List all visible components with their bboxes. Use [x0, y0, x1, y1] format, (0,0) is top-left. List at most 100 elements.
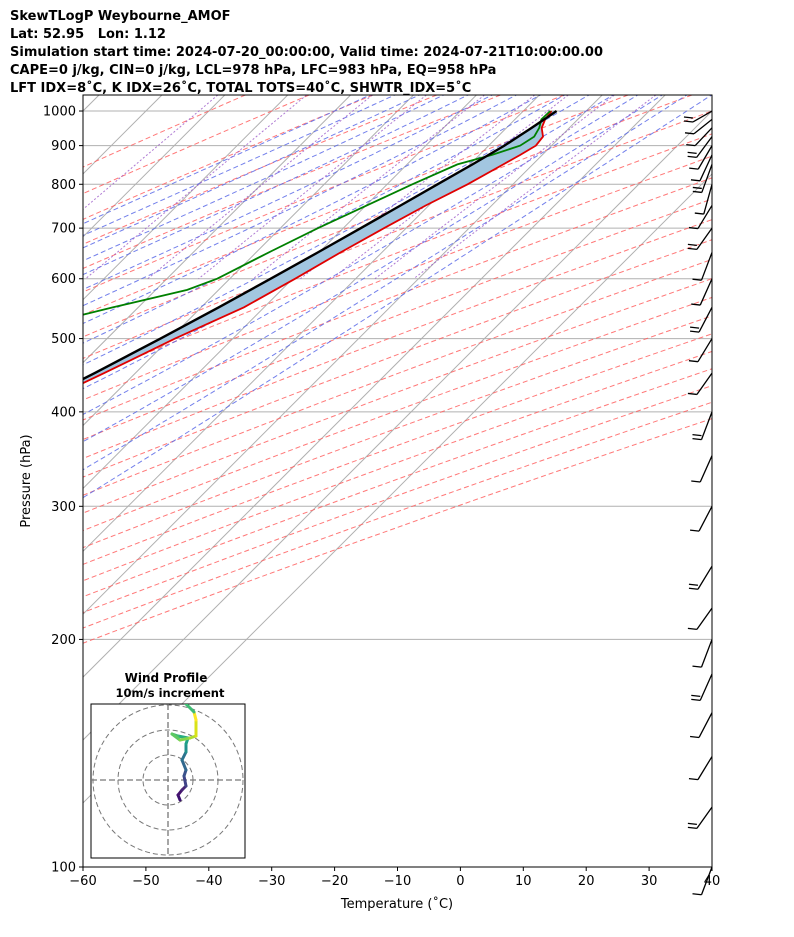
- moist-adiabat: [83, 95, 590, 366]
- wind-barb-flag: [694, 212, 704, 215]
- dry-adiabat: [83, 95, 565, 293]
- wind-barb-flag: [687, 822, 697, 826]
- wind-barb-flag: [683, 116, 694, 119]
- mixing-ratio-line: [252, 95, 485, 280]
- y-tick-label: 100: [51, 861, 76, 876]
- hodograph-segment: [170, 732, 182, 742]
- y-tick-label: 500: [51, 332, 76, 347]
- moist-adiabat: [83, 95, 494, 291]
- mixing-ratio-line: [83, 95, 219, 210]
- cape-shade: [83, 111, 557, 384]
- wind-barb-flag: [684, 132, 695, 135]
- x-tick-label: −10: [384, 874, 411, 889]
- location-text: Lat: 52.95 Lon: 1.12: [10, 27, 166, 42]
- dry-adiabat: [83, 95, 629, 316]
- wind-barb: [696, 372, 713, 395]
- moist-adiabat: [83, 95, 712, 499]
- wind-barb-flag: [692, 433, 702, 437]
- wind-barb: [697, 338, 713, 363]
- dry-adiabat: [83, 95, 374, 220]
- dry-adiabat: [83, 258, 712, 496]
- wind-barb-flag: [691, 698, 701, 702]
- wind-barb: [696, 227, 713, 250]
- y-tick-label: 200: [51, 633, 76, 648]
- moist-adiabat: [83, 95, 372, 225]
- wind-barb: [697, 145, 713, 170]
- wind-barb: [697, 205, 713, 229]
- wind-barb-flag: [688, 226, 699, 230]
- wind-barb: [692, 110, 713, 123]
- temperature-line: [83, 110, 553, 385]
- x-tick-label: −40: [195, 874, 222, 889]
- y-tick-label: 900: [51, 139, 76, 154]
- index-text: LFT IDX=8˚C, K IDX=26˚C, TOTAL TOTS=40˚C…: [10, 81, 472, 96]
- wind-barb: [700, 411, 713, 440]
- hodograph-segment: [178, 736, 192, 742]
- wind-barb-flag: [687, 392, 697, 396]
- y-tick-label: 300: [51, 500, 76, 515]
- wind-barb-flag: [689, 326, 700, 329]
- wind-barb: [701, 164, 713, 193]
- x-tick-label: 40: [704, 874, 721, 889]
- isotherm: [83, 95, 226, 238]
- wind-barb-flag: [689, 529, 700, 532]
- x-tick-label: 20: [578, 874, 595, 889]
- y-tick-label: 700: [51, 222, 76, 237]
- dry-adiabat: [83, 198, 712, 441]
- moist-adiabat: [83, 95, 470, 276]
- isotherm: [83, 95, 666, 678]
- wind-barb-flag: [683, 120, 694, 123]
- wind-barb-flag: [687, 243, 697, 247]
- wind-barb-flag: [687, 155, 697, 159]
- wind-barb: [699, 278, 713, 306]
- moist-adiabat: [83, 95, 664, 443]
- wind-barb: [696, 607, 713, 630]
- x-axis-label: Temperature (˚C): [340, 896, 453, 912]
- wind-barb-flag: [687, 247, 697, 251]
- dry-adiabat: [83, 177, 712, 421]
- wind-barb-flag: [688, 777, 699, 781]
- y-axis-label: Pressure (hPa): [19, 434, 34, 527]
- mixing-ratio-line: [198, 95, 427, 280]
- wind-barb: [697, 565, 713, 590]
- dry-adiabat: [83, 333, 712, 565]
- wind-barb: [700, 252, 713, 281]
- profile-lines: [83, 110, 558, 385]
- hodograph-segment: [184, 704, 196, 714]
- isotherm: [83, 95, 414, 427]
- hodograph-segment: [182, 774, 188, 788]
- dry-adiabat: [83, 110, 712, 359]
- inset-subtitle: 10m/s increment: [116, 686, 225, 700]
- wind-barb: [698, 506, 713, 532]
- x-tick-label: −20: [321, 874, 348, 889]
- wind-barb-flag: [689, 330, 700, 333]
- wind-barb: [697, 756, 713, 780]
- chart-header: SkewTLogP Weybourne_AMOF Lat: 52.95 Lon:…: [10, 8, 603, 98]
- wind-barb-flag: [687, 826, 697, 830]
- inset-title: Wind Profile: [125, 671, 208, 685]
- wind-barb-flag: [686, 143, 696, 147]
- wind-barb-flag: [688, 360, 699, 363]
- wind-barb: [694, 127, 713, 147]
- wind-barb: [698, 712, 713, 738]
- dry-adiabat: [83, 278, 712, 514]
- moist-adiabat: [83, 95, 518, 307]
- wind-barb-flag: [687, 627, 697, 631]
- wind-barb-flag: [691, 303, 701, 306]
- cape-area: [83, 111, 557, 384]
- dry-adiabat: [83, 368, 712, 598]
- moist-adiabat: [83, 95, 542, 325]
- x-tick-label: 10: [515, 874, 532, 889]
- moist-adiabat: [83, 95, 639, 416]
- wind-barb-flag: [692, 278, 702, 281]
- isotherm: [83, 95, 351, 364]
- isotherm: [83, 95, 100, 112]
- wind-barb-flag: [690, 179, 701, 182]
- x-tick-label: −60: [69, 874, 96, 889]
- wind-barb-flag: [688, 587, 699, 590]
- dewpoint-line: [83, 110, 551, 316]
- isotherm: [83, 95, 289, 301]
- isotherm: [83, 110, 712, 741]
- dry-adiabat: [83, 155, 712, 401]
